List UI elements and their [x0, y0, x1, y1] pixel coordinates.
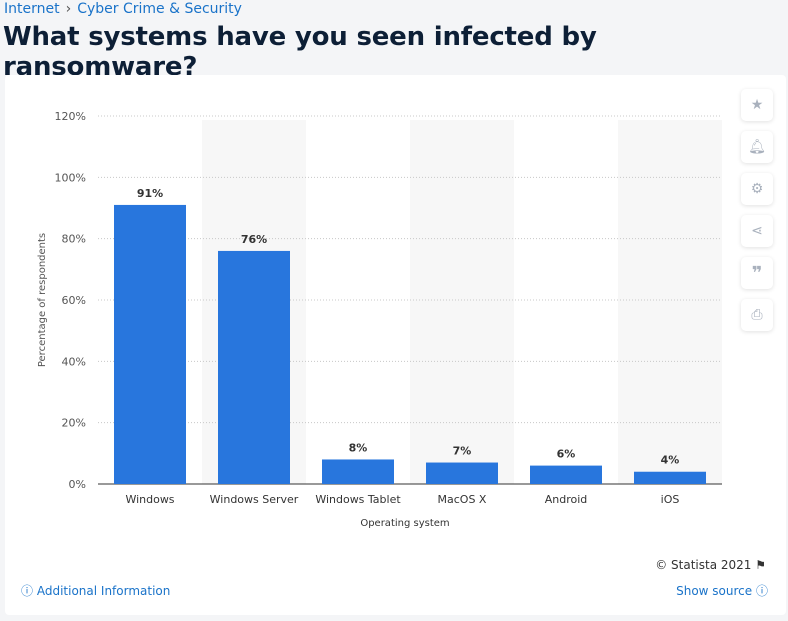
y-tick-label: 20%	[62, 417, 86, 430]
y-tick-label: 60%	[62, 294, 86, 307]
star-icon: ★	[750, 97, 764, 113]
data-label: 6%	[557, 448, 576, 461]
data-label: 91%	[137, 187, 163, 200]
share-icon: ⋖	[751, 223, 763, 239]
y-axis-title: Percentage of respondents	[37, 233, 48, 367]
data-label: 76%	[241, 233, 267, 246]
bar-windows	[114, 204, 186, 484]
breadcrumb-separator: ›	[65, 1, 72, 17]
printer-icon: ⎙	[751, 307, 763, 323]
additional-information-link[interactable]: ⓘ Additional Information	[21, 582, 170, 599]
breadcrumb-internet[interactable]: Internet	[4, 1, 60, 17]
bar-ios	[634, 471, 706, 484]
bar-windows-server	[218, 250, 290, 484]
additional-info-label: Additional Information	[36, 584, 171, 598]
quote-icon: ❞	[751, 262, 763, 284]
y-tick-label: 80%	[62, 233, 86, 246]
flag-icon: ⚑	[755, 558, 766, 572]
data-label: 4%	[661, 454, 680, 467]
bar-macos-x	[426, 462, 498, 484]
favorite-button[interactable]: ★	[741, 89, 773, 121]
settings-button[interactable]: ⚙	[741, 173, 773, 205]
breadcrumb-cyber-crime[interactable]: Cyber Crime & Security	[77, 1, 242, 17]
page-title: What systems have you seen infected by r…	[3, 22, 597, 82]
x-tick-label: Windows	[125, 493, 174, 506]
x-axis-title: Operating system	[360, 518, 449, 529]
x-tick-label: Android	[545, 493, 588, 506]
column-band	[410, 120, 514, 484]
show-source-label: Show source	[676, 584, 753, 598]
x-tick-label: Windows Server	[210, 493, 299, 506]
bar-chart: 0% 20% 40% 60% 80% 100% 120% 91% Windows 76% Windo…	[37, 110, 722, 529]
x-tick-label: MacOS X	[438, 493, 487, 506]
info-icon: ⓘ	[755, 584, 768, 598]
bar-android	[530, 465, 602, 484]
x-tick-label: iOS	[661, 493, 680, 506]
notification-button[interactable]: 🔔︎	[741, 131, 773, 163]
share-button[interactable]: ⋖	[741, 215, 773, 247]
data-label: 7%	[453, 445, 472, 458]
cite-button[interactable]: ❞	[741, 257, 773, 289]
breadcrumb: Internet › Cyber Crime & Security	[4, 1, 242, 17]
credit-text: © Statista 2021	[655, 558, 752, 572]
statista-credit[interactable]: © Statista 2021 ⚑	[655, 558, 766, 572]
data-label: 8%	[349, 441, 368, 454]
bar-windows-tablet	[322, 459, 394, 484]
x-tick-label: Windows Tablet	[315, 493, 401, 506]
show-source-link[interactable]: Show source ⓘ	[676, 582, 768, 599]
y-tick-label: 40%	[62, 355, 86, 368]
bell-icon: 🔔︎	[748, 139, 766, 155]
info-icon: ⓘ	[21, 584, 34, 598]
y-tick-label: 0%	[69, 478, 86, 491]
column-band	[618, 120, 722, 484]
y-tick-label: 100%	[55, 171, 86, 184]
y-tick-label: 120%	[55, 110, 86, 123]
gear-icon: ⚙	[750, 181, 764, 197]
chart-card: 0% 20% 40% 60% 80% 100% 120% 91% Windows 76% Windo…	[5, 75, 786, 615]
print-button[interactable]: ⎙	[741, 299, 773, 331]
